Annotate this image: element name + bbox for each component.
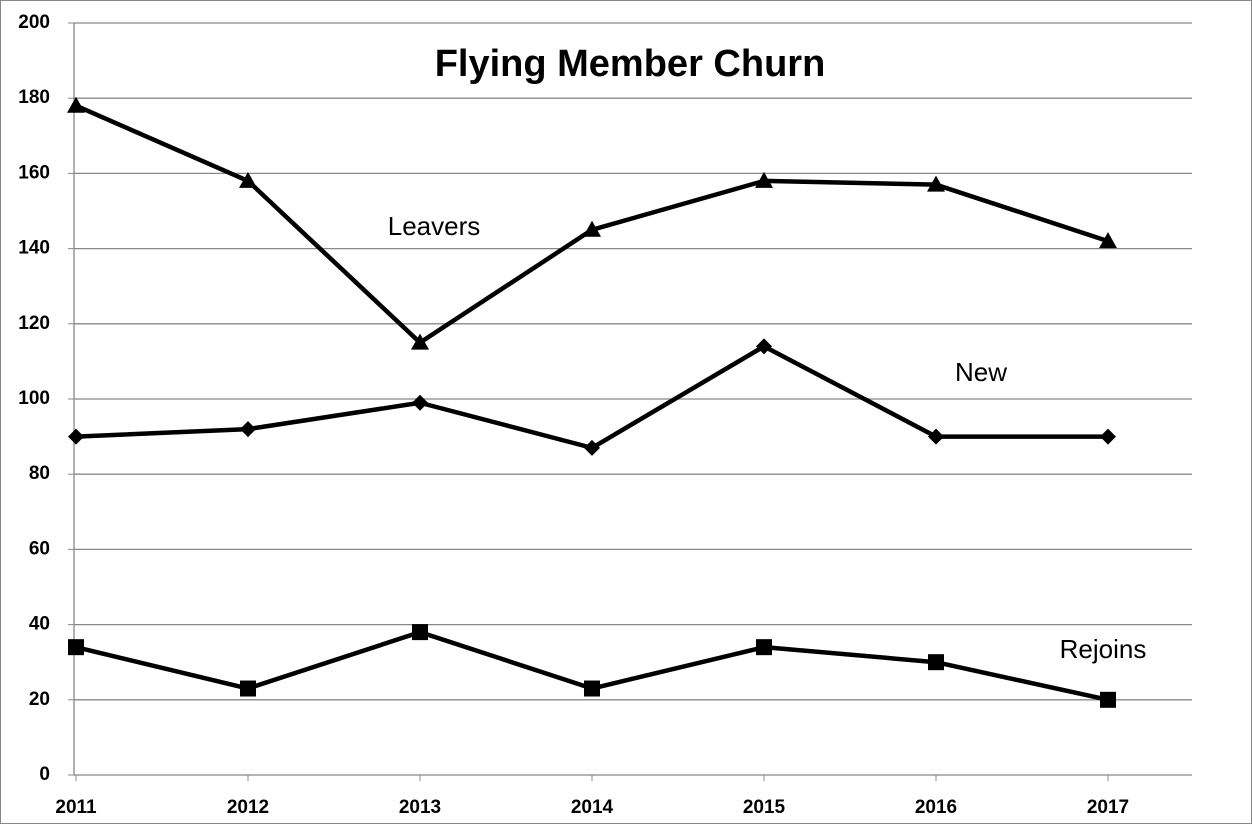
data-point — [584, 439, 600, 456]
series-label: New — [955, 357, 1007, 387]
data-point — [412, 394, 428, 411]
series-label: Leavers — [388, 211, 481, 241]
x-tick-label: 2014 — [571, 797, 614, 818]
x-tick-label: 2016 — [915, 797, 957, 818]
x-tick-label: 2015 — [743, 797, 786, 818]
y-tick-label: 200 — [18, 12, 50, 33]
data-point — [411, 333, 429, 350]
x-tick-label: 2017 — [1087, 797, 1129, 818]
y-tick-label: 60 — [29, 538, 50, 559]
data-point — [1099, 232, 1117, 249]
data-point — [68, 639, 84, 656]
data-point — [68, 428, 84, 445]
data-point — [755, 171, 773, 188]
data-point — [928, 654, 944, 671]
data-point — [756, 338, 772, 355]
y-tick-label: 20 — [29, 689, 50, 710]
y-tick-label: 40 — [29, 614, 50, 635]
series-label: Rejoins — [1060, 634, 1147, 664]
x-tick-label: 2011 — [55, 797, 97, 818]
y-tick-label: 160 — [18, 162, 50, 183]
data-point — [239, 171, 257, 188]
x-tick-label: 2013 — [399, 797, 441, 818]
data-point — [1100, 691, 1116, 708]
data-point — [412, 624, 428, 641]
chart-title: Flying Member Churn — [435, 43, 826, 85]
data-point — [584, 680, 600, 697]
data-point — [927, 175, 945, 192]
y-tick-label: 80 — [29, 463, 50, 484]
data-point — [928, 428, 944, 445]
data-point — [583, 220, 601, 237]
data-point — [240, 421, 256, 438]
y-tick-label: 100 — [18, 388, 50, 409]
data-point — [67, 96, 85, 113]
y-tick-label: 120 — [18, 313, 50, 334]
data-point — [756, 639, 772, 656]
y-tick-label: 180 — [18, 87, 50, 108]
data-point — [240, 680, 256, 697]
x-tick-label: 2012 — [227, 797, 269, 818]
y-tick-label: 0 — [39, 764, 50, 785]
data-point — [1100, 428, 1116, 445]
y-tick-label: 140 — [18, 238, 50, 259]
